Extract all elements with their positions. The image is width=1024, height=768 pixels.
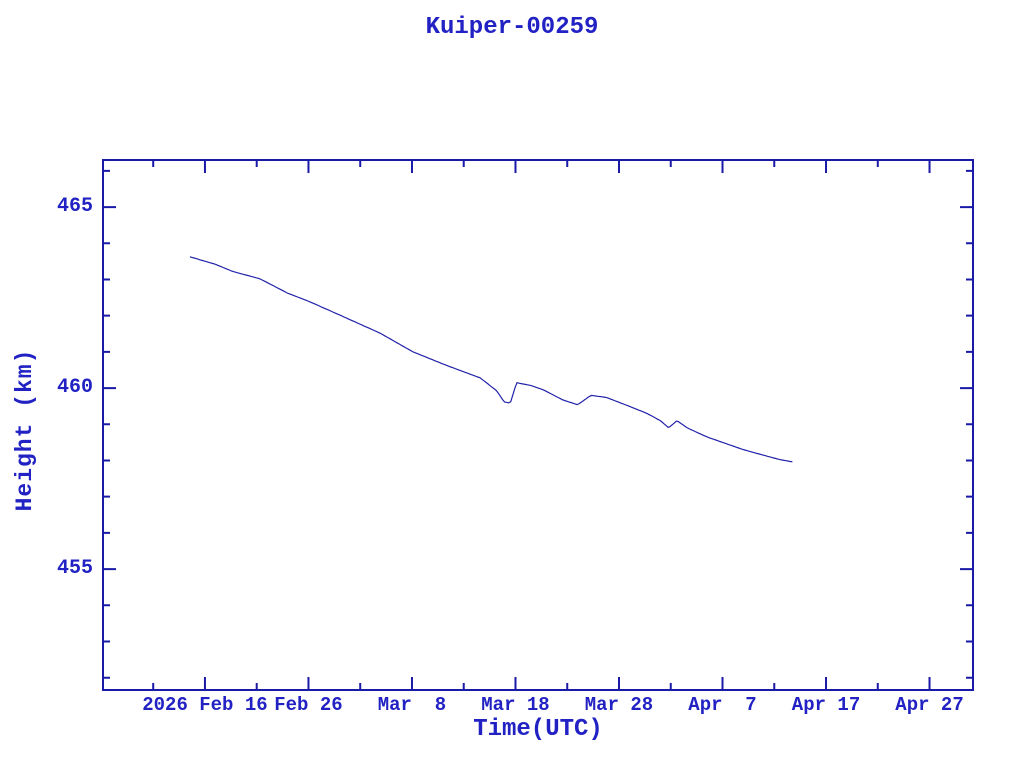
y-axis-title: Height (km): [12, 348, 38, 512]
y-tick-label: 455: [56, 557, 93, 581]
y-tick-label: 460: [56, 376, 93, 400]
x-tick-label: Mar 8: [377, 694, 447, 716]
x-tick-label: Apr 27: [895, 694, 964, 716]
x-tick-label: Mar 28: [584, 694, 654, 716]
axis-ticks: [103, 160, 973, 690]
x-tick-label: Apr 17: [791, 694, 861, 716]
plot-frame: [102, 159, 974, 691]
x-tick-label: Apr 7: [688, 694, 757, 716]
page-title: Kuiper-00259: [425, 14, 599, 41]
x-tick-label: 2026 Feb 16: [142, 694, 268, 716]
x-tick-label: Mar 18: [481, 694, 550, 716]
series-connecting-line: [189, 256, 793, 463]
x-axis-title: Time(UTC): [473, 716, 603, 743]
x-tick-label: Feb 26: [274, 694, 343, 716]
y-tick-label: 465: [56, 195, 93, 219]
